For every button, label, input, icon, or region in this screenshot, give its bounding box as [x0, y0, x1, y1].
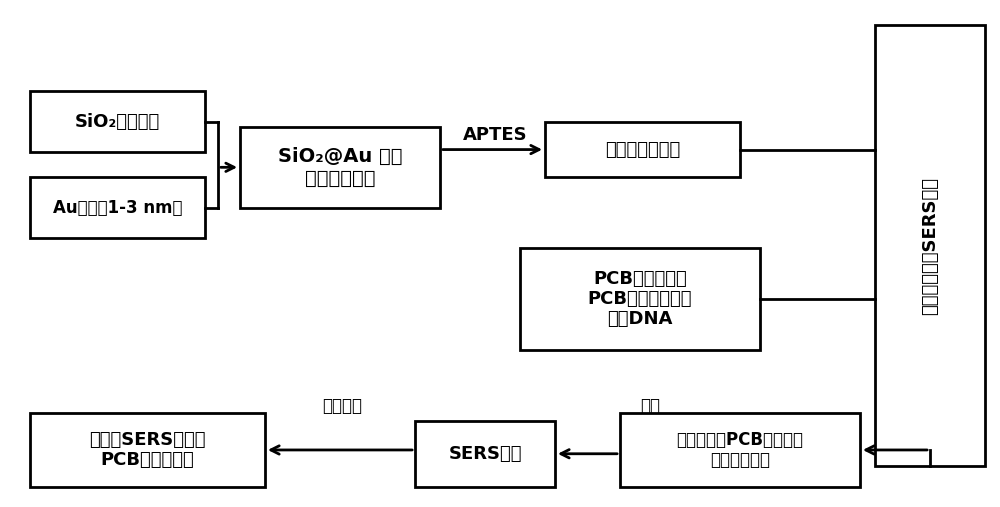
Text: PCB定量化分析: PCB定量化分析	[101, 451, 194, 469]
Text: 单链DNA: 单链DNA	[607, 310, 673, 329]
Text: 洗涂: 洗涂	[640, 396, 660, 415]
Bar	[545, 122, 740, 177]
Text: SiO₂纳米颟粒: SiO₂纳米颟粒	[75, 113, 160, 131]
Bar	[415, 421, 555, 487]
Text: 结构纳米颟粒: 结构纳米颟粒	[305, 169, 375, 188]
Bar	[30, 91, 205, 152]
Bar	[30, 177, 205, 238]
Text: 适配体修饰的SERS基底: 适配体修饰的SERS基底	[921, 177, 939, 315]
Text: PCB适配体：与: PCB适配体：与	[593, 270, 687, 288]
Bar	[30, 413, 265, 487]
Bar	[240, 127, 440, 208]
Text: 固定于石英片上: 固定于石英片上	[605, 140, 680, 159]
Text: 适配体SERS光谱：: 适配体SERS光谱：	[89, 430, 206, 449]
Text: SERS测量: SERS测量	[448, 445, 522, 463]
Text: 浸泡在待测PCB溶液中并: 浸泡在待测PCB溶液中并	[676, 430, 804, 449]
Text: 等待若干时间: 等待若干时间	[710, 451, 770, 469]
Text: Au种子（1-3 nm）: Au种子（1-3 nm）	[53, 199, 182, 217]
Bar	[875, 25, 985, 466]
Bar	[620, 413, 860, 487]
Text: SiO₂@Au 核壳: SiO₂@Au 核壳	[278, 147, 402, 165]
Text: APTES: APTES	[463, 126, 527, 144]
Bar	[520, 248, 760, 350]
Text: PCB特异性作用的: PCB特异性作用的	[588, 290, 692, 308]
Text: 光谱分析: 光谱分析	[322, 396, 362, 415]
